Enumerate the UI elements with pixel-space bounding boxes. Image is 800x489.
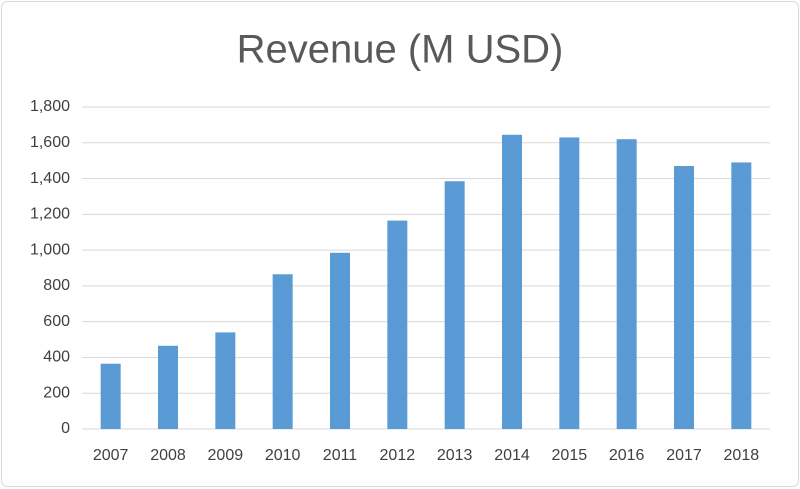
x-tick-label: 2010 bbox=[265, 447, 301, 464]
bar bbox=[272, 274, 293, 429]
y-tick-label: 1,600 bbox=[30, 134, 70, 151]
x-tick-label: 2011 bbox=[323, 447, 358, 464]
bar bbox=[731, 162, 752, 429]
bar bbox=[158, 345, 178, 429]
x-tick-label: 2016 bbox=[609, 447, 645, 464]
x-tick-label: 2008 bbox=[150, 447, 186, 464]
y-tick-label: 0 bbox=[61, 420, 70, 437]
x-tick-label: 2007 bbox=[93, 447, 129, 464]
bar bbox=[616, 139, 637, 429]
x-tick-label: 2015 bbox=[552, 447, 588, 464]
x-tick-label: 2018 bbox=[724, 447, 760, 464]
x-tick-label: 2013 bbox=[437, 447, 473, 464]
bar bbox=[387, 220, 408, 429]
bar bbox=[215, 332, 236, 429]
y-tick-label: 1,800 bbox=[30, 98, 70, 115]
x-tick-label: 2012 bbox=[380, 447, 416, 464]
y-tick-label: 600 bbox=[43, 313, 70, 330]
bar bbox=[559, 137, 580, 429]
bar bbox=[330, 252, 350, 429]
chart-title: Revenue (M USD) bbox=[237, 28, 564, 72]
y-tick-label: 1,200 bbox=[30, 206, 70, 223]
y-tick-label: 800 bbox=[43, 277, 70, 294]
bar bbox=[674, 166, 694, 430]
bar bbox=[444, 181, 465, 429]
y-tick-label: 200 bbox=[43, 384, 70, 401]
bar bbox=[100, 363, 121, 429]
y-tick-label: 400 bbox=[43, 349, 70, 366]
y-tick-label: 1,400 bbox=[30, 170, 70, 187]
x-tick-label: 2014 bbox=[494, 447, 530, 464]
x-tick-label: 2009 bbox=[208, 447, 244, 464]
y-tick-label: 1,000 bbox=[30, 241, 70, 258]
x-tick-label: 2017 bbox=[666, 447, 702, 464]
bar bbox=[502, 134, 522, 429]
